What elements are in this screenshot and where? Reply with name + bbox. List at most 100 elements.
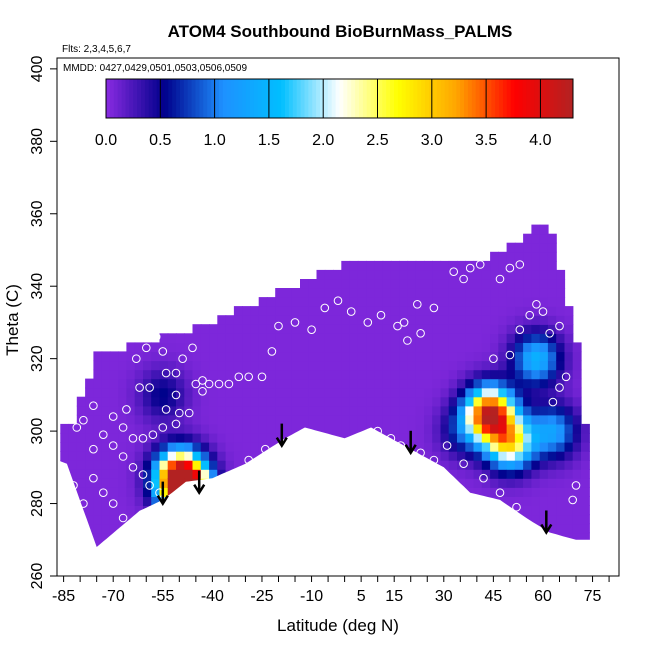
heatmap-cell: [85, 505, 94, 516]
heatmap-cell: [506, 405, 516, 416]
heatmap-cell: [556, 396, 566, 407]
heatmap-cell: [432, 387, 442, 398]
heatmap-cell: [556, 523, 566, 534]
heatmap-cell: [316, 405, 326, 416]
heatmap-cell: [357, 369, 367, 380]
heatmap-cell: [250, 451, 260, 461]
heatmap-cell: [531, 333, 541, 343]
heatmap-cell: [374, 360, 384, 371]
heatmap-cell: [291, 315, 301, 325]
colorbar-segment: [495, 79, 500, 118]
heatmap-cell: [357, 333, 367, 343]
heatmap-cell: [333, 369, 342, 380]
heatmap-cell: [490, 414, 499, 425]
colorbar-segment: [378, 79, 383, 118]
heatmap-cell: [176, 423, 185, 434]
heatmap-cell: [349, 369, 359, 380]
heatmap-cell: [531, 297, 541, 307]
heatmap-cell: [490, 387, 499, 398]
heatmap-cell: [498, 432, 508, 443]
heatmap-cell: [118, 423, 128, 434]
heatmap-cell: [506, 351, 516, 362]
heatmap-cell: [523, 233, 532, 244]
y-tick-label: 260: [29, 563, 46, 590]
heatmap-cell: [258, 342, 268, 353]
heatmap-cell: [134, 442, 144, 452]
observation-point: [108, 441, 118, 450]
heatmap-cell: [225, 387, 235, 398]
heatmap-cell: [399, 405, 409, 416]
heatmap-cell: [324, 333, 334, 343]
heatmap-cell: [531, 342, 541, 353]
heatmap-cell: [333, 423, 342, 434]
heatmap-cell: [572, 387, 582, 398]
heatmap-cell: [283, 405, 293, 416]
heatmap-cell: [547, 523, 557, 534]
heatmap-cell: [523, 315, 532, 325]
heatmap-cell: [481, 432, 491, 443]
heatmap-cell: [101, 496, 111, 506]
heatmap-cell: [151, 369, 161, 380]
observation-point: [175, 408, 184, 418]
heatmap-cell: [440, 405, 450, 416]
heatmap-cell: [407, 405, 417, 416]
heatmap-cell: [192, 423, 202, 434]
heatmap-cell: [514, 306, 524, 316]
heatmap-cell: [126, 351, 136, 362]
heatmap-cell: [415, 414, 425, 425]
heatmap-cell: [539, 297, 549, 307]
heatmap-cell: [192, 387, 202, 398]
heatmap-cell: [60, 442, 70, 452]
heatmap-cell: [93, 532, 103, 543]
heatmap-cell: [481, 478, 491, 488]
heatmap-cell: [498, 496, 508, 506]
heatmap-cell: [200, 469, 210, 479]
heatmap-cell: [531, 405, 541, 416]
heatmap-cell: [316, 288, 326, 298]
heatmap-cell: [118, 505, 128, 516]
colorbar-segment: [530, 79, 535, 118]
heatmap-cell: [233, 432, 243, 443]
observation-point: [561, 372, 571, 382]
heatmap-cell: [341, 387, 351, 398]
observation-point: [290, 318, 300, 327]
heatmap-cell: [531, 496, 541, 506]
heatmap-cell: [473, 306, 483, 316]
heatmap-cell: [233, 442, 243, 452]
heatmap-cell: [258, 442, 268, 452]
heatmap-cell: [192, 324, 202, 334]
flights-label: Flts: 2,3,4,5,6,7: [62, 44, 131, 55]
heatmap-cell: [143, 396, 152, 407]
heatmap-cell: [448, 324, 458, 334]
heatmap-cell: [498, 396, 508, 407]
heatmap-cell: [415, 360, 425, 371]
heatmap-cell: [366, 360, 375, 371]
colorbar-segment: [549, 79, 555, 118]
heatmap-cell: [357, 279, 367, 289]
heatmap-cell: [200, 423, 210, 434]
heatmap-cell: [572, 532, 582, 543]
colorbar-segment: [164, 79, 169, 118]
heatmap-cell: [399, 360, 409, 371]
colorbar-segment: [444, 79, 449, 118]
heatmap-cell: [209, 405, 218, 416]
observation-point: [188, 343, 197, 353]
heatmap-cell: [85, 432, 94, 443]
heatmap-cell: [514, 251, 524, 262]
heatmap-cell: [357, 396, 367, 407]
x-tick-label: 5: [357, 588, 366, 605]
heatmap-cell: [93, 460, 103, 470]
heatmap-cell: [415, 279, 425, 289]
heatmap-cell: [531, 288, 541, 298]
heatmap-cell: [415, 351, 425, 362]
heatmap-cell: [457, 387, 466, 398]
heatmap-cell: [126, 423, 136, 434]
heatmap-cell: [531, 306, 541, 316]
heatmap-cell: [539, 487, 549, 497]
heatmap-cell: [506, 423, 516, 434]
heatmap-cell: [217, 369, 227, 380]
heatmap-cell: [300, 396, 309, 407]
heatmap-cell: [531, 414, 541, 425]
heatmap-cell: [233, 315, 243, 325]
heatmap-cell: [539, 478, 549, 488]
